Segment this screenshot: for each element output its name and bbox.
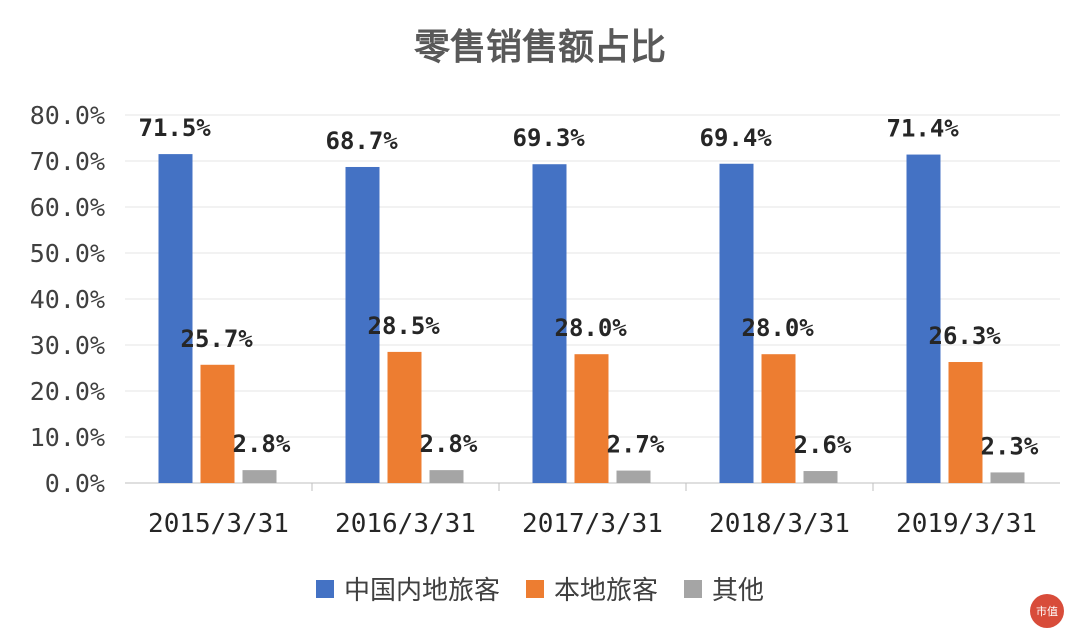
bar (761, 354, 796, 483)
bar (719, 163, 754, 483)
bar (990, 472, 1025, 483)
bar (158, 154, 193, 483)
data-label: 69.3% (513, 124, 586, 152)
y-tick-label: 50.0% (30, 239, 105, 268)
data-label: 28.0% (555, 314, 628, 342)
bar (906, 154, 941, 483)
data-label: 26.3% (929, 322, 1002, 350)
bar (574, 354, 609, 483)
data-label: 28.5% (368, 312, 441, 340)
x-tick-label: 2018/3/31 (709, 509, 850, 539)
legend-label-mainland: 中国内地旅客 (343, 576, 500, 606)
legend: 中国内地旅客 本地旅客 其他 (0, 570, 1080, 607)
legend-label-local: 本地旅客 (553, 576, 658, 606)
bar (200, 364, 235, 483)
x-tick-label: 2017/3/31 (522, 509, 663, 539)
data-label: 2.6% (794, 431, 852, 459)
bar (242, 470, 277, 483)
data-label: 2.7% (607, 431, 665, 459)
data-label: 2.3% (981, 432, 1039, 460)
chart-title: 零售销售额占比 (413, 27, 666, 68)
legend-item-local: 本地旅客 (525, 570, 658, 607)
data-label: 25.7% (181, 325, 254, 353)
bar (429, 470, 464, 483)
y-tick-label: 60.0% (30, 193, 105, 222)
bar (616, 470, 651, 483)
bar (345, 166, 380, 484)
x-tick-label: 2016/3/31 (335, 509, 476, 539)
y-tick-label: 10.0% (30, 423, 105, 452)
legend-label-other: 其他 (712, 576, 765, 606)
bar (803, 471, 838, 483)
data-label: 2.8% (233, 430, 291, 458)
legend-swatch-mainland (315, 579, 334, 598)
bar (532, 164, 567, 483)
data-label: 68.7% (326, 127, 399, 155)
data-label: 71.5% (139, 114, 212, 142)
data-label: 28.0% (742, 314, 815, 342)
bar (948, 362, 983, 483)
y-tick-label: 40.0% (30, 285, 105, 314)
logo-stamp: 市值 (1030, 594, 1064, 628)
y-tick-label: 70.0% (30, 147, 105, 176)
legend-item-mainland: 中国内地旅客 (315, 570, 500, 607)
legend-swatch-local (525, 579, 544, 598)
y-tick-label: 80.0% (30, 101, 105, 130)
x-tick-label: 2015/3/31 (148, 509, 289, 539)
bar (387, 351, 422, 483)
y-tick-label: 20.0% (30, 377, 105, 406)
data-label: 71.4% (887, 115, 960, 143)
y-tick-label: 0.0% (45, 469, 105, 498)
data-label: 69.4% (700, 124, 773, 152)
legend-item-other: 其他 (684, 570, 764, 607)
data-label: 2.8% (420, 430, 478, 458)
y-tick-label: 30.0% (30, 331, 105, 360)
legend-swatch-other (684, 579, 702, 598)
x-tick-label: 2019/3/31 (896, 509, 1037, 539)
